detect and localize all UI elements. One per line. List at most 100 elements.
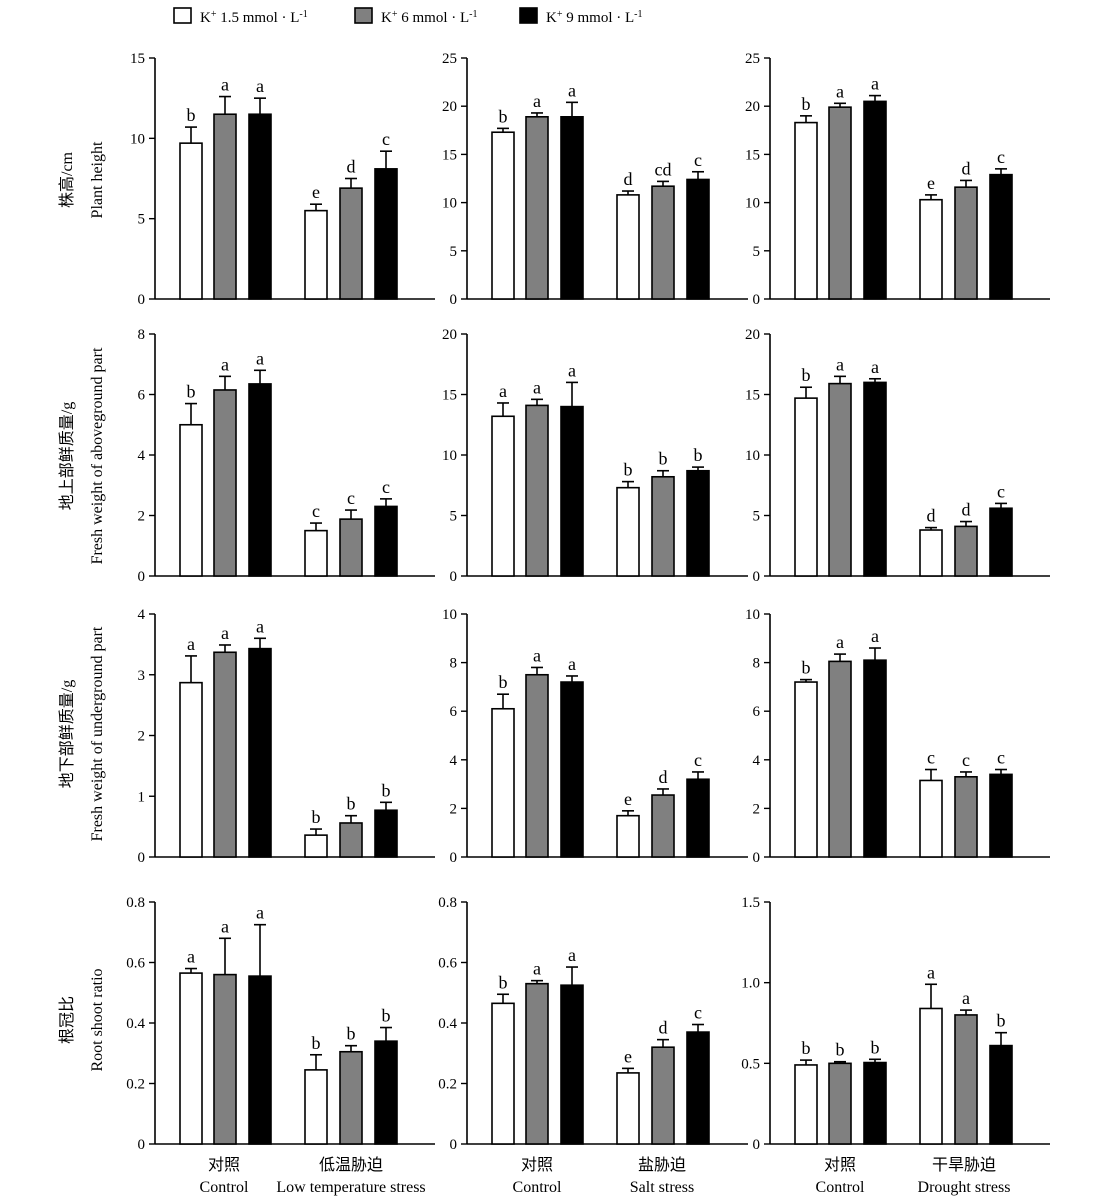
y-tick-label: 10	[745, 607, 760, 623]
legend-swatch-k9	[519, 7, 538, 24]
bar-control-k6	[213, 973, 237, 1145]
significance-letter: a	[221, 623, 229, 643]
category-label-control-en: Control	[513, 1179, 562, 1196]
significance-letter: a	[871, 74, 879, 94]
row-label-en: Root shoot ratio	[89, 968, 106, 1071]
category-label-stress-zh: 盐胁迫	[638, 1156, 686, 1174]
bar-stress-k15	[616, 486, 640, 577]
panels: 051015beadac0510152025bdacdac0510152025b…	[126, 51, 1050, 1153]
y-tick-label: 10	[130, 131, 145, 147]
significance-letter: a	[221, 354, 229, 374]
significance-letter: a	[871, 626, 879, 646]
bar-control-k15	[794, 1064, 818, 1145]
category-label-stress-zh: 低温胁迫	[319, 1156, 383, 1174]
bar-control-k15	[179, 142, 203, 300]
panel-r1-c0: 0 2 4 6 8 b c a c a c	[138, 327, 435, 585]
bar-control-k9	[560, 116, 584, 300]
bar-stress-k9	[989, 1044, 1013, 1145]
category-label-control-zh: 对照	[521, 1156, 553, 1174]
bar-control-k6	[828, 660, 852, 858]
panel-r2-c1: 0 2 4 6 8 10 b e a d a c	[442, 607, 748, 866]
bar-control-k9	[863, 659, 887, 858]
bar-control-k9	[863, 381, 887, 577]
significance-letter: b	[499, 972, 508, 992]
bar-stress-k15	[304, 529, 328, 577]
panel-r2-c0: 0 1 2 3 4 a b a b a b	[138, 607, 435, 866]
bar-stress-k9	[374, 168, 398, 300]
y-tick-label: 0	[138, 292, 146, 308]
significance-letter: a	[533, 959, 541, 979]
bar-stress-k6	[954, 776, 978, 858]
bar-control-k6	[525, 982, 549, 1145]
panel-r3-c2: 0 0.5 1.0 1.5 b a b a b b	[741, 895, 1050, 1153]
bar-stress-k6	[339, 822, 363, 858]
significance-letter: e	[927, 173, 935, 193]
bar-stress-k15	[616, 814, 640, 858]
significance-letter: b	[347, 794, 356, 814]
y-tick-label: 4	[138, 607, 146, 623]
bar-control-k6	[213, 651, 237, 858]
y-tick-label: 20	[745, 99, 760, 115]
significance-letter: b	[499, 106, 508, 126]
category-label-stress-en: Salt stress	[630, 1179, 694, 1196]
significance-letter: c	[312, 501, 320, 521]
bar-stress-k9	[989, 773, 1013, 858]
bar-control-k9	[560, 984, 584, 1145]
significance-letter: a	[221, 75, 229, 95]
bar-control-k9	[863, 1061, 887, 1145]
y-tick-label: 15	[745, 147, 760, 163]
y-tick-label: 8	[450, 656, 458, 672]
y-tick-label: 25	[442, 51, 457, 67]
significance-letter: a	[927, 962, 935, 982]
y-tick-label: 0.8	[126, 895, 145, 911]
legend-swatch-k6	[354, 7, 373, 24]
significance-letter: a	[187, 947, 195, 967]
significance-letter: a	[499, 381, 507, 401]
y-tick-label: 0	[753, 1137, 761, 1153]
panel-r0-c1: 0 5 10 15 20 25 b d a cd a c	[442, 51, 748, 308]
significance-letter: b	[499, 672, 508, 692]
y-tick-label: 0	[450, 850, 458, 866]
significance-letter: d	[624, 169, 633, 189]
significance-letter: a	[568, 360, 576, 380]
significance-letter: a	[256, 348, 264, 368]
significance-letter: a	[256, 903, 264, 923]
row-label-zh: 根冠比	[58, 996, 76, 1044]
significance-letter: b	[802, 1038, 811, 1058]
significance-letter: b	[624, 460, 633, 480]
bar-stress-k15	[919, 529, 943, 577]
column-labels-col2: 对照 Control 盐胁迫 Salt stress	[513, 1156, 695, 1196]
bar-control-k6	[213, 389, 237, 577]
bar-control-k15	[491, 415, 515, 577]
significance-letter: c	[694, 750, 702, 770]
significance-letter: a	[256, 616, 264, 636]
row-label-underground: 地下部鲜质量/g Fresh weight of underground par…	[58, 626, 106, 841]
y-tick-label: 15	[442, 147, 457, 163]
significance-letter: d	[962, 158, 971, 178]
significance-letter: a	[836, 354, 844, 374]
significance-letter: cd	[655, 159, 672, 179]
y-tick-label: 5	[753, 509, 761, 525]
bar-stress-k6	[651, 475, 675, 577]
bar-control-k15	[491, 707, 515, 858]
bar-control-k9	[560, 405, 584, 577]
column-labels-col1: 对照 Control 低温胁迫 Low temperature stress	[200, 1156, 426, 1196]
significance-letter: e	[624, 789, 632, 809]
significance-letter: b	[802, 365, 811, 385]
legend-label-k9: K+ 9 mmol · L-1	[546, 9, 643, 27]
significance-letter: a	[836, 632, 844, 652]
significance-letter: c	[382, 477, 390, 497]
y-tick-label: 1.5	[741, 895, 760, 911]
significance-letter: b	[312, 1033, 321, 1053]
significance-letter: b	[382, 780, 391, 800]
significance-letter: b	[659, 449, 668, 469]
bar-stress-k15	[616, 194, 640, 300]
significance-letter: b	[836, 1040, 845, 1060]
significance-letter: a	[533, 645, 541, 665]
significance-letter: c	[694, 1003, 702, 1023]
legend-label-k15: K+ 1.5 mmol · L-1	[200, 9, 308, 27]
bar-stress-k6	[651, 1046, 675, 1145]
significance-letter: b	[347, 1024, 356, 1044]
y-tick-label: 0	[138, 850, 146, 866]
significance-letter: b	[802, 94, 811, 114]
